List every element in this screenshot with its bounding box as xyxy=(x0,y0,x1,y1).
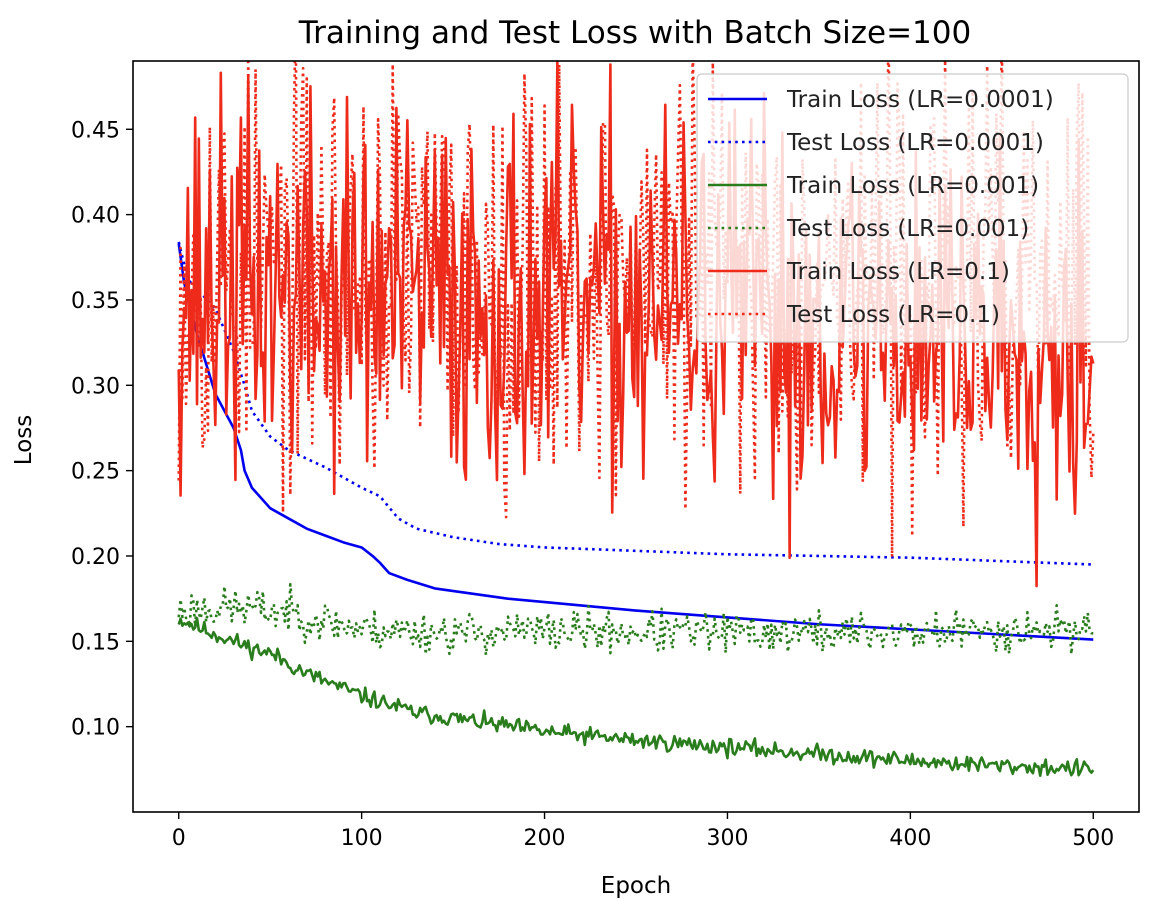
y-axis-label: Loss xyxy=(11,415,37,465)
y-tick-label: 0.15 xyxy=(71,630,120,655)
legend-box xyxy=(696,73,1129,343)
y-tick-label: 0.30 xyxy=(71,374,120,399)
series-line-3 xyxy=(177,582,1094,657)
legend-label: Train Loss (LR=0.0001) xyxy=(786,87,1054,113)
x-tick-label: 500 xyxy=(1072,826,1114,851)
x-tick-label: 100 xyxy=(341,826,383,851)
legend-label: Test Loss (LR=0.0001) xyxy=(786,130,1044,156)
x-tick-label: 200 xyxy=(524,826,566,851)
legend-label: Test Loss (LR=0.1) xyxy=(786,302,1000,328)
series-line-2 xyxy=(177,616,1095,778)
x-axis-label: Epoch xyxy=(601,873,671,899)
y-tick-label: 0.10 xyxy=(71,716,120,741)
x-tick-label: 300 xyxy=(706,826,748,851)
y-tick-label: 0.35 xyxy=(71,289,120,314)
series-line-0 xyxy=(177,243,1094,641)
series-line-1 xyxy=(177,241,1094,566)
y-tick-label: 0.20 xyxy=(71,545,120,570)
legend-label: Test Loss (LR=0.001) xyxy=(786,216,1029,242)
y-tick-label: 0.40 xyxy=(71,204,120,229)
x-tick-label: 400 xyxy=(889,826,931,851)
axis-ticks: 0 100 200 300 400 500 0.10 0.15 0.20 0.25 0.30 0.35… xyxy=(71,118,1114,851)
legend-label: Train Loss (LR=0.001) xyxy=(786,173,1039,199)
x-tick-label: 0 xyxy=(172,826,186,851)
legend-label: Train Loss (LR=0.1) xyxy=(786,259,1010,285)
y-tick-label: 0.45 xyxy=(71,118,120,143)
series-layer xyxy=(177,61,1095,778)
plot-frame xyxy=(132,60,1140,813)
y-tick-label: 0.25 xyxy=(71,460,120,485)
chart-title: Training and Test Loss with Batch Size=1… xyxy=(298,15,971,51)
legend: Train Loss (LR=0.0001) Test Loss (LR=0.00… xyxy=(696,73,1129,343)
